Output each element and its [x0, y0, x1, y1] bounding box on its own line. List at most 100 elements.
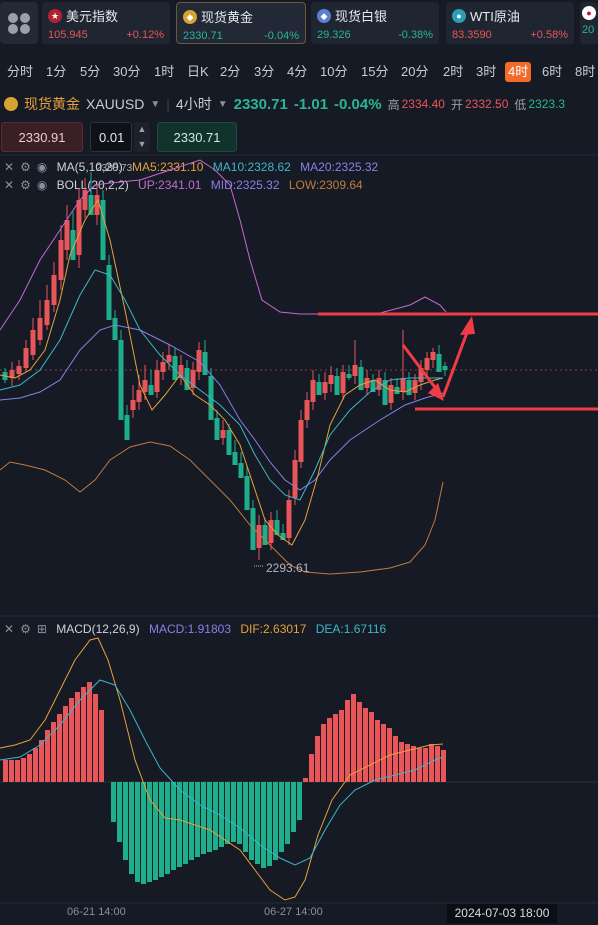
candle-body — [388, 385, 394, 403]
period-tab[interactable]: 3分 — [254, 64, 275, 79]
symbol-code[interactable]: XAUUSD — [86, 96, 145, 112]
boll-label: BOLL(20,2,2) — [56, 178, 129, 192]
ma5-value: MA5:2331.10 — [132, 160, 204, 174]
candle-body — [280, 533, 286, 540]
period-tab[interactable]: 10分 — [320, 64, 348, 79]
period-tab[interactable]: 日K — [187, 64, 209, 79]
high-value: 2334.40 — [401, 97, 445, 111]
candle-body — [88, 195, 94, 215]
macd-bar — [273, 782, 278, 860]
close-icon[interactable]: ✕ — [4, 160, 15, 174]
period-tab[interactable]: 30分 — [113, 64, 141, 79]
settings-icon[interactable]: ⚙ — [20, 160, 31, 174]
macd-bar — [417, 748, 422, 782]
boll-mid-value: MID:2325.32 — [210, 178, 280, 192]
high-label: 高 — [387, 97, 400, 112]
symbol-name[interactable]: 现货黄金 — [24, 96, 80, 112]
ma10-line — [0, 269, 443, 501]
macd-bar — [195, 782, 200, 857]
period-tab[interactable]: 2分 — [220, 64, 241, 79]
watch-card-wti[interactable]: ● WTI原油 83.3590 +0.58% — [446, 2, 574, 44]
candle-body — [250, 508, 256, 550]
macd-bar — [363, 708, 368, 782]
quantity-input[interactable]: 0.01 — [90, 122, 132, 152]
watch-card-silver[interactable]: ◆ 现货白银 29.326 -0.38% — [311, 2, 439, 44]
add-icon[interactable]: ⊞ — [36, 622, 47, 636]
candle-body — [136, 390, 142, 402]
macd-bar — [129, 782, 134, 874]
candle-body — [166, 355, 172, 362]
watch-card-partial[interactable]: ● 20 — [580, 2, 598, 44]
macd-bar — [75, 692, 80, 782]
candle-body — [214, 418, 220, 440]
interval-select[interactable]: 4小时 — [175, 96, 212, 112]
macd-legend: ✕ ⚙ ⊞ MACD(12,26,9) MACD:1.91803 DIF:2.630… — [0, 621, 392, 637]
macd-bar — [159, 782, 164, 877]
up-arrowhead — [460, 316, 475, 335]
symbol-header: 现货黄金 XAUUSD ▼ | 4小时 ▼ 2330.71 -1.01 -0.0… — [0, 92, 598, 116]
macd-bar — [327, 718, 332, 782]
sell-price-button[interactable]: 2330.91 — [1, 122, 83, 152]
macd-bar — [249, 782, 254, 860]
period-tab[interactable]: 2时 — [443, 64, 464, 79]
low-value: 2323.3 — [528, 97, 566, 111]
interval-dropdown-icon[interactable]: ▼ — [217, 98, 228, 110]
period-tab[interactable]: 6时 — [542, 64, 563, 79]
macd-bar — [81, 687, 86, 782]
period-tab[interactable]: 分时 — [7, 64, 34, 79]
macd-bar — [267, 782, 272, 866]
macd-bar — [33, 748, 38, 782]
eye-icon[interactable]: ◉ — [36, 160, 48, 174]
candle-body — [340, 372, 346, 393]
macd-bar — [225, 782, 230, 844]
close-icon[interactable]: ✕ — [4, 178, 15, 192]
macd-bar — [315, 736, 320, 782]
settings-icon[interactable]: ⚙ — [20, 178, 31, 192]
period-tab[interactable]: 15分 — [361, 64, 389, 79]
macd-bar — [63, 706, 68, 782]
boll-upper-line — [0, 159, 447, 331]
boll-low-value: LOW:2309.64 — [288, 178, 363, 192]
period-tab[interactable]: 5分 — [80, 64, 101, 79]
close-icon[interactable]: ✕ — [4, 622, 15, 636]
candle-body — [172, 356, 178, 380]
period-tab[interactable]: 20分 — [401, 64, 429, 79]
open-label: 开 — [450, 97, 463, 112]
period-tab[interactable]: 8时 — [575, 64, 596, 79]
symbol-dropdown-icon[interactable]: ▼ — [150, 98, 161, 110]
menu-grid-button[interactable] — [0, 2, 38, 44]
period-tab[interactable]: 1分 — [46, 64, 67, 79]
candle-body — [94, 195, 100, 215]
settings-icon[interactable]: ⚙ — [20, 622, 31, 636]
period-tab-active[interactable]: 4时 — [505, 62, 532, 82]
candle-body — [202, 352, 208, 375]
candle-body — [238, 463, 244, 478]
period-tab[interactable]: 1时 — [154, 64, 175, 79]
buy-price-button[interactable]: 2330.71 — [157, 122, 237, 152]
macd-bar — [9, 760, 14, 782]
candle-body — [376, 378, 382, 390]
watch-card-dxy[interactable]: ★ 美元指数 105.945 +0.12% — [42, 2, 170, 44]
candle-body — [58, 240, 64, 280]
period-tab[interactable]: 3时 — [476, 64, 497, 79]
candle-body — [328, 375, 334, 384]
open-value: 2332.50 — [465, 97, 509, 111]
watch-card-gold[interactable]: ◆ 现货黄金 2330.71 -0.04% — [176, 2, 306, 44]
macd-bar — [207, 782, 212, 852]
order-bar: 2330.91 0.01 ▲ ▼ 2330.71 — [0, 122, 598, 152]
us-flag-icon: ★ — [48, 8, 62, 23]
watch-name: 美元指数 — [66, 9, 119, 24]
crosshair-date-label: 2024-07-03 18:00 — [447, 904, 557, 923]
candle-body — [412, 380, 418, 393]
period-tab[interactable]: 4分 — [287, 64, 308, 79]
watch-change: +0.12% — [126, 29, 164, 41]
down-arrowhead — [428, 383, 444, 401]
candle-body — [16, 366, 22, 374]
macd-bar — [147, 782, 152, 882]
candle-body — [304, 400, 310, 420]
eye-icon[interactable]: ◉ — [36, 178, 48, 192]
candle-body — [292, 460, 298, 498]
quantity-stepper[interactable]: ▲ ▼ — [134, 122, 150, 152]
gold-icon: ◆ — [183, 9, 197, 24]
